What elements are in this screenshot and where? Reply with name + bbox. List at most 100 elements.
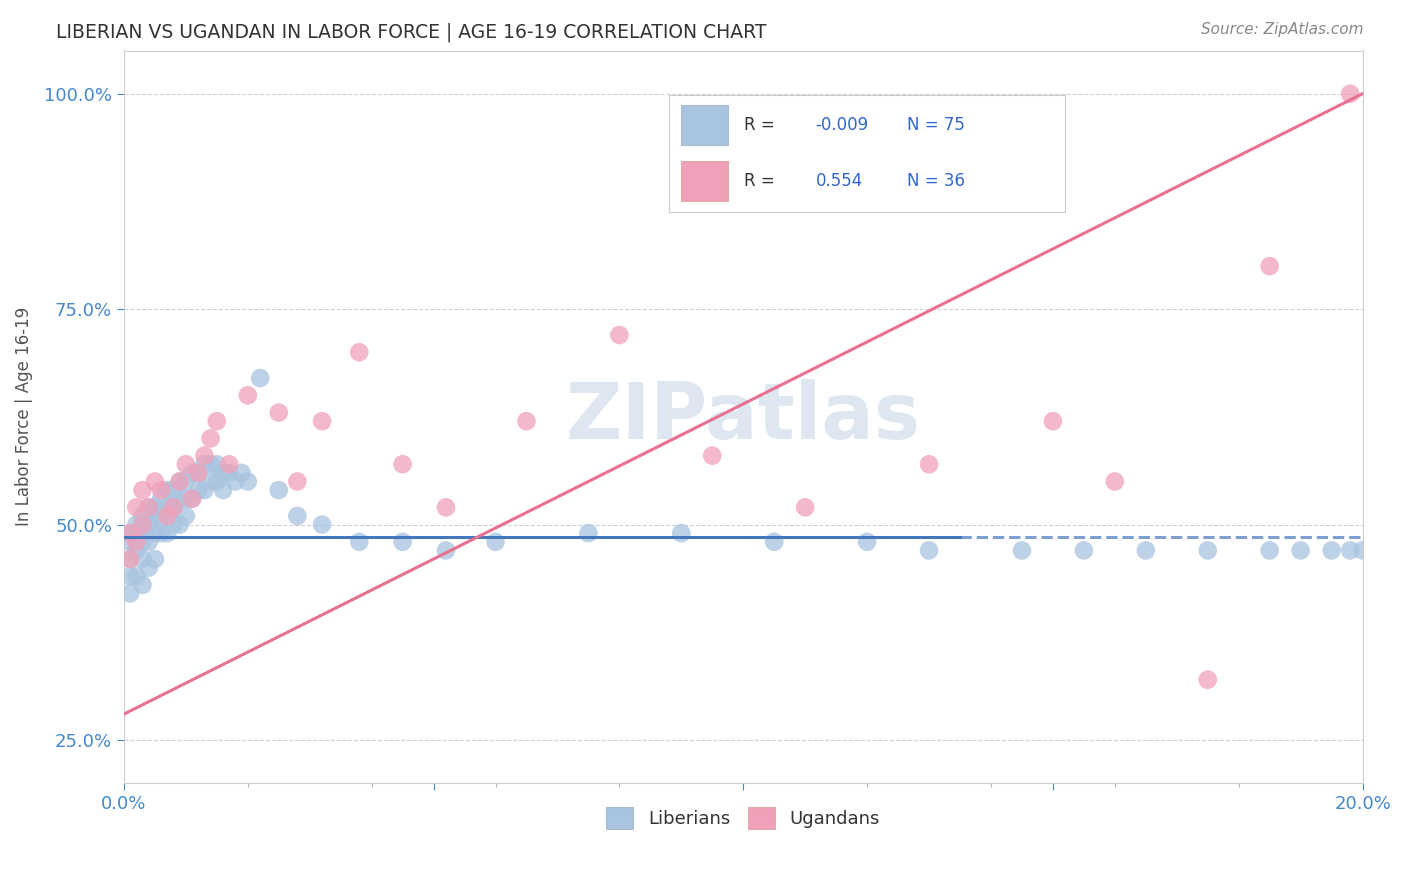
Point [120, 586, 142, 600]
Point [138, 500, 160, 515]
Point [150, 508, 173, 523]
Point [1339, 87, 1361, 101]
Point [156, 483, 179, 497]
Point [1104, 475, 1126, 489]
Point [231, 466, 253, 480]
Point [120, 552, 142, 566]
Text: ZIPatlas: ZIPatlas [565, 379, 921, 455]
Point [1289, 543, 1312, 558]
Point [143, 526, 166, 541]
Point [125, 526, 148, 541]
Point [515, 414, 537, 428]
Point [434, 500, 457, 515]
Point [193, 449, 215, 463]
Point [285, 475, 308, 489]
Point [150, 526, 173, 541]
Point [1011, 543, 1033, 558]
Point [205, 414, 228, 428]
Point [193, 483, 215, 497]
Point [200, 431, 222, 445]
Point [1258, 259, 1281, 273]
Point [311, 414, 333, 428]
Point [156, 508, 179, 523]
Point [162, 500, 184, 515]
Point [169, 491, 191, 506]
Point [150, 491, 173, 506]
Point [218, 457, 240, 471]
Point [125, 543, 148, 558]
Point [174, 475, 197, 489]
Point [576, 526, 599, 541]
Point [918, 457, 941, 471]
Point [434, 543, 457, 558]
Point [120, 569, 142, 583]
Point [763, 534, 786, 549]
Point [187, 483, 209, 497]
Point [193, 457, 215, 471]
Point [169, 475, 191, 489]
Point [205, 475, 228, 489]
Y-axis label: In Labor Force | Age 16-19: In Labor Force | Age 16-19 [15, 307, 32, 526]
Point [1339, 543, 1361, 558]
Point [918, 543, 941, 558]
Point [131, 517, 153, 532]
Point [200, 475, 222, 489]
Point [1135, 543, 1157, 558]
Point [187, 466, 209, 480]
Point [285, 508, 308, 523]
Legend: Liberians, Ugandans: Liberians, Ugandans [599, 800, 887, 837]
Point [138, 517, 160, 532]
Point [174, 508, 197, 523]
Point [205, 457, 228, 471]
Point [484, 534, 506, 549]
Point [1351, 543, 1374, 558]
Point [156, 526, 179, 541]
Point [200, 457, 222, 471]
Point [174, 491, 197, 506]
Point [1042, 414, 1064, 428]
Point [125, 500, 148, 515]
Point [236, 475, 259, 489]
Point [181, 466, 204, 480]
Point [181, 491, 204, 506]
Point [143, 500, 166, 515]
Point [249, 371, 271, 385]
Point [156, 500, 179, 515]
Point [131, 483, 153, 497]
Point [162, 517, 184, 532]
Point [349, 534, 371, 549]
Point [125, 517, 148, 532]
Point [120, 552, 142, 566]
Point [143, 508, 166, 523]
Point [671, 526, 693, 541]
Point [143, 552, 166, 566]
Point [224, 475, 246, 489]
Point [267, 483, 290, 497]
Point [125, 569, 148, 583]
Point [181, 491, 204, 506]
Point [162, 483, 184, 497]
Point [131, 552, 153, 566]
Point [120, 534, 142, 549]
Point [391, 457, 413, 471]
Point [162, 500, 184, 515]
Point [131, 578, 153, 592]
Point [143, 475, 166, 489]
Point [1073, 543, 1095, 558]
Point [150, 483, 173, 497]
Point [138, 534, 160, 549]
Point [131, 517, 153, 532]
Point [218, 466, 240, 480]
Point [1320, 543, 1343, 558]
Text: LIBERIAN VS UGANDAN IN LABOR FORCE | AGE 16-19 CORRELATION CHART: LIBERIAN VS UGANDAN IN LABOR FORCE | AGE… [56, 22, 766, 42]
Point [311, 517, 333, 532]
Point [169, 475, 191, 489]
Point [349, 345, 371, 359]
Point [702, 449, 724, 463]
Point [174, 457, 197, 471]
Point [131, 508, 153, 523]
Point [138, 500, 160, 515]
Point [267, 406, 290, 420]
Point [120, 526, 142, 541]
Point [138, 560, 160, 574]
